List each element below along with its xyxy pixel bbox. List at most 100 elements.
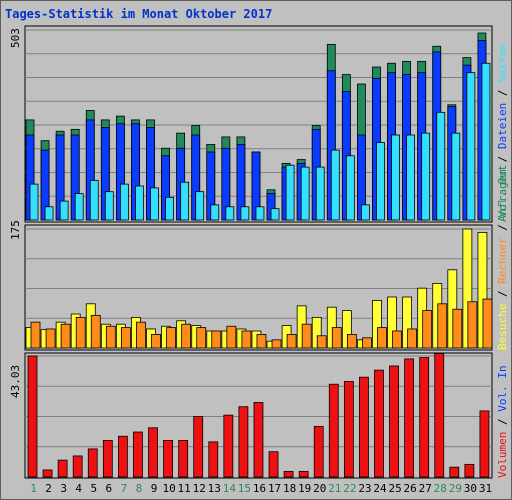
bar-volumen: [148, 427, 158, 478]
bar-volumen: [268, 451, 279, 478]
bar-volumen: [359, 376, 369, 478]
bar-rechner: [392, 330, 402, 349]
bar-volumen: [404, 358, 415, 478]
bar-seiten: [376, 142, 385, 221]
x-tick-label: 21: [328, 482, 342, 495]
bar-rechner: [136, 321, 146, 349]
bar-volumen: [208, 441, 219, 478]
x-tick-label: 2: [45, 482, 52, 495]
bar-volumen: [27, 355, 38, 478]
x-tick-label: 20: [313, 482, 327, 495]
x-tick-label: 26: [403, 482, 417, 495]
bar-volumen: [42, 469, 53, 478]
bar-rechner: [75, 316, 86, 349]
bar-volumen: [298, 470, 309, 478]
bar-volumen: [253, 402, 264, 478]
bar-besuche: [402, 296, 413, 349]
bar-volumen: [117, 435, 128, 478]
bar-volumen: [419, 357, 430, 478]
page-title: Tages-Statistik im Monat Oktober 2017: [5, 7, 273, 21]
bar-rechner: [346, 333, 357, 349]
x-tick-label: 11: [177, 482, 191, 495]
x-tick-label: 22: [343, 482, 357, 495]
bar-besuche: [372, 299, 382, 349]
bar-rechner: [452, 308, 463, 349]
bar-rechner: [45, 328, 56, 349]
bar-seiten: [466, 72, 476, 221]
bar-volumen: [389, 365, 399, 478]
bar-volumen: [223, 414, 234, 478]
x-tick-label: 16: [252, 482, 267, 495]
x-tick-label: 19: [298, 482, 312, 495]
bar-seiten: [255, 206, 265, 221]
x-tick-label: 5: [90, 482, 98, 495]
bar-rechner: [271, 339, 282, 349]
bar-seiten: [165, 196, 174, 221]
bar-volumen: [178, 440, 189, 478]
x-tick-label: 24: [373, 482, 387, 495]
bar-rechner: [241, 330, 252, 349]
x-tick-label: 4: [75, 482, 83, 495]
x-tick-label: 12: [192, 482, 206, 495]
bar-volumen: [328, 383, 339, 478]
bar-seiten: [481, 62, 491, 221]
bar-rechner: [467, 301, 478, 349]
x-tick-label: 25: [388, 482, 402, 495]
bar-volumen: [313, 425, 324, 478]
bar-rechner: [196, 327, 207, 349]
bar-seiten: [300, 166, 310, 221]
bar-rechner: [482, 298, 493, 349]
bar-rechner: [60, 323, 71, 349]
bar-besuche: [311, 316, 322, 349]
bar-seiten: [59, 200, 69, 221]
x-axis-labels: 1 2 3 4 5 6 7 8 9 10 11 12 13 14 15 16 17 18 19 20 21 22 23 24 2…: [0, 480, 512, 496]
x-tick-label: 31: [478, 482, 493, 495]
bar-besuche: [341, 310, 352, 349]
bar-seiten: [44, 206, 54, 221]
bar-rechner: [362, 337, 372, 349]
bar-seiten: [421, 132, 431, 221]
bar-volumen: [343, 380, 354, 478]
bar-seiten: [270, 208, 280, 221]
bar-seiten: [406, 134, 416, 221]
bar-rechner: [90, 314, 101, 349]
bar-volumen: [87, 448, 98, 478]
bar-seiten: [195, 191, 205, 221]
bar-seiten: [150, 187, 159, 221]
x-tick-label: 15: [237, 482, 252, 495]
bar-seiten: [135, 185, 144, 221]
bar-rechner: [166, 327, 176, 349]
bar-volumen: [163, 440, 173, 478]
x-tick-label: 17: [267, 482, 282, 495]
x-tick-label: 10: [162, 482, 176, 495]
bar-rechner: [316, 335, 327, 349]
x-tick-label: 14: [222, 482, 236, 495]
bar-seiten: [89, 179, 99, 221]
bar-rechner: [437, 303, 448, 349]
bar-volumen: [283, 470, 294, 478]
bar-rechner: [331, 327, 342, 349]
bar-seiten: [361, 204, 370, 221]
bar-volumen: [72, 455, 83, 478]
bar-rechner: [377, 327, 387, 349]
x-tick-label: 18: [283, 482, 297, 495]
bar-rechner: [422, 310, 433, 349]
x-tick-label: 28: [433, 482, 447, 495]
x-tick-label: 1: [30, 482, 37, 495]
bar-volumen: [449, 466, 460, 478]
bar-volumen: [102, 440, 113, 478]
bar-seiten: [436, 111, 446, 221]
x-tick-label: 8: [135, 482, 143, 495]
bar-volumen: [479, 410, 490, 478]
x-tick-label: 23: [358, 482, 372, 495]
x-tick-label: 6: [105, 482, 113, 495]
bar-rechner: [211, 330, 222, 349]
bar-rechner: [301, 323, 312, 349]
bar-volumen: [464, 463, 475, 478]
bar-rechner: [226, 325, 237, 349]
bar-seiten: [119, 183, 129, 221]
bar-rechner: [30, 321, 41, 349]
x-tick-label: 3: [60, 482, 67, 495]
bar-rechner: [256, 333, 267, 349]
